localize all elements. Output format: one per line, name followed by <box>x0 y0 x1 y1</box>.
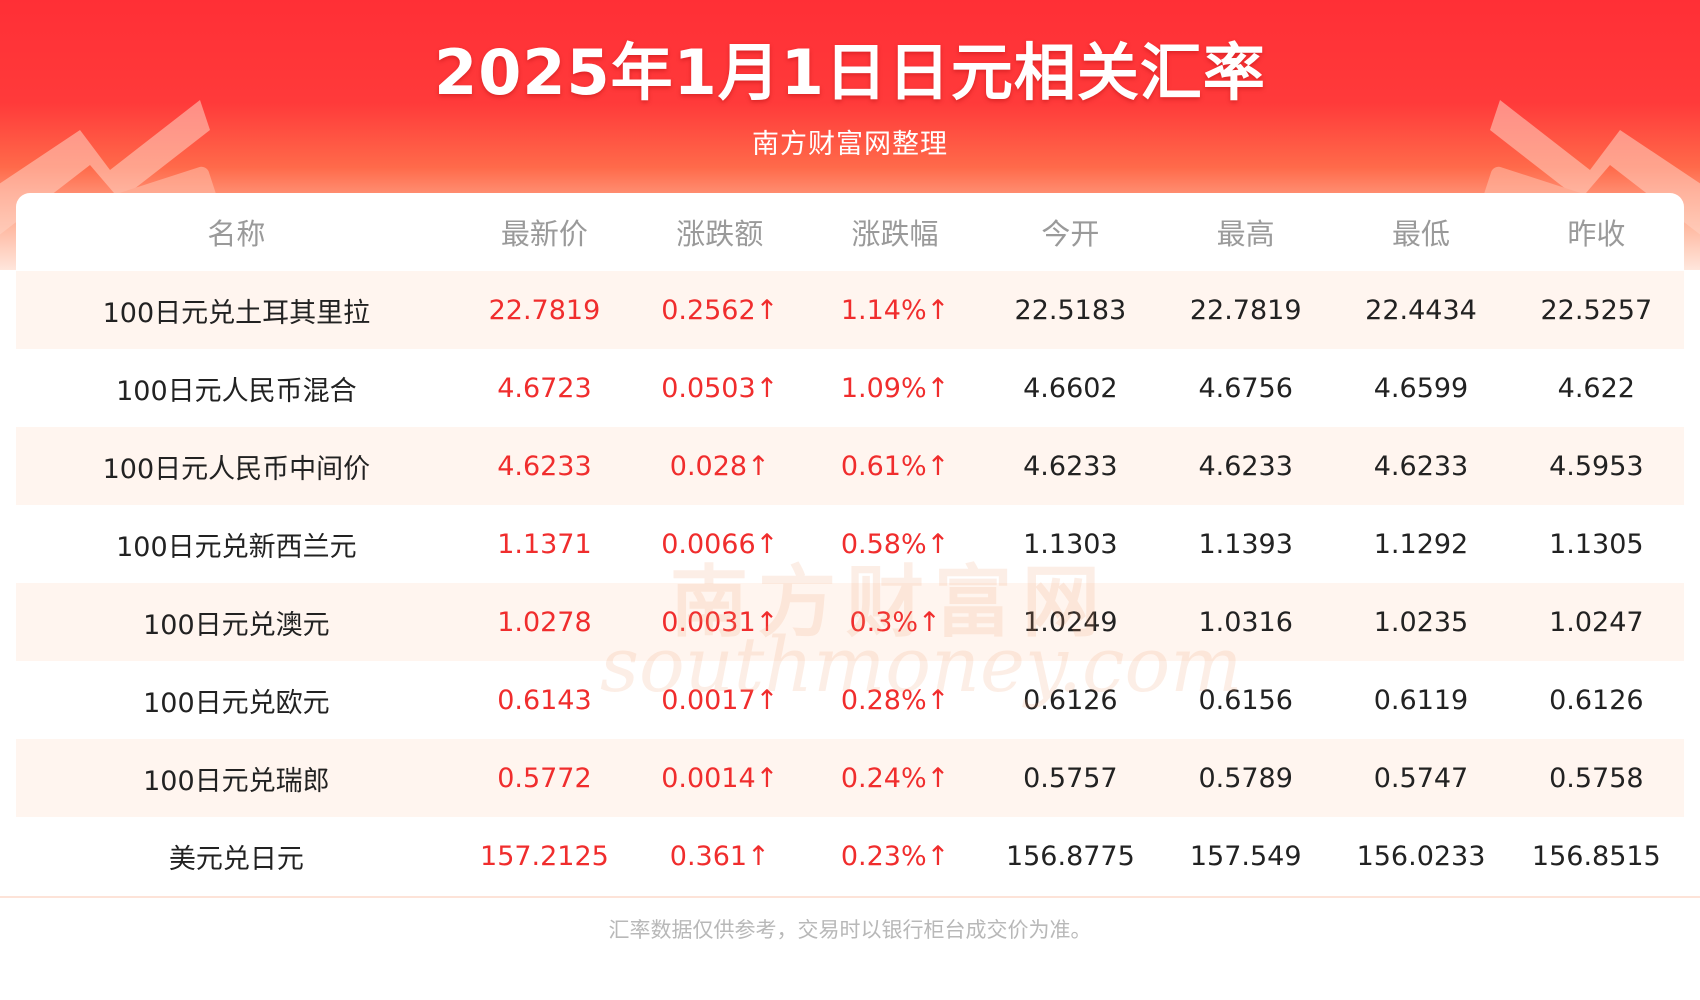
cell-change-percent: 1.09%↑ <box>807 349 983 427</box>
cell-change-amount: 0.0066↑ <box>632 505 808 583</box>
column-header-high: 最高 <box>1216 217 1275 251</box>
cell-high: 22.7819 <box>1158 271 1334 349</box>
cell-high: 1.1393 <box>1158 505 1334 583</box>
cell-name: 100日元兑欧元 <box>16 661 457 739</box>
cell-change-percent: 1.14%↑ <box>807 271 983 349</box>
cell-prev-close: 156.8515 <box>1508 817 1684 895</box>
column-header-latest-price: 最新价 <box>500 217 588 251</box>
cell-change-percent: 0.61%↑ <box>807 427 983 505</box>
cell-change-amount: 0.028↑ <box>632 427 808 505</box>
cell-low: 156.0233 <box>1333 817 1509 895</box>
column-header-name: 名称 <box>207 217 266 251</box>
column-header-prev-close: 昨收 <box>1567 217 1626 251</box>
cell-prev-close: 4.5953 <box>1508 427 1684 505</box>
table-header-row: 名称 最新价 涨跌额 涨跌幅 今开 最高 最低 昨收 <box>16 193 1684 271</box>
cell-change-percent: 0.24%↑ <box>807 739 983 817</box>
cell-high: 157.549 <box>1158 817 1334 895</box>
cell-change-amount: 0.2562↑ <box>632 271 808 349</box>
cell-open: 4.6602 <box>982 349 1159 427</box>
cell-prev-close: 0.5758 <box>1508 739 1684 817</box>
column-header-change-amount: 涨跌额 <box>676 217 764 251</box>
rates-table: 名称 最新价 涨跌额 涨跌幅 今开 最高 最低 昨收 100日元兑土耳其里拉 2… <box>16 193 1684 895</box>
cell-change-amount: 0.0031↑ <box>632 583 808 661</box>
column-header-open: 今开 <box>1041 217 1100 251</box>
cell-open: 4.6233 <box>982 427 1159 505</box>
cell-prev-close: 1.0247 <box>1508 583 1684 661</box>
cell-open: 0.5757 <box>982 739 1159 817</box>
cell-high: 0.5789 <box>1158 739 1334 817</box>
cell-name: 100日元兑新西兰元 <box>16 505 457 583</box>
cell-latest-price: 0.6143 <box>456 661 633 739</box>
cell-high: 4.6233 <box>1158 427 1334 505</box>
cell-change-amount: 0.361↑ <box>632 817 808 895</box>
cell-latest-price: 22.7819 <box>456 271 633 349</box>
page-title: 2025年1月1日日元相关汇率 <box>434 36 1266 109</box>
cell-change-percent: 0.28%↑ <box>807 661 983 739</box>
footer-divider <box>0 896 1700 898</box>
cell-low: 1.0235 <box>1333 583 1509 661</box>
column-header-change-percent: 涨跌幅 <box>851 217 939 251</box>
footer-disclaimer: 汇率数据仅供参考，交易时以银行柜台成交价为准。 <box>608 918 1092 942</box>
cell-name: 100日元人民币混合 <box>16 349 457 427</box>
cell-low: 0.5747 <box>1333 739 1509 817</box>
cell-low: 0.6119 <box>1333 661 1509 739</box>
cell-latest-price: 157.2125 <box>456 817 633 895</box>
cell-low: 4.6233 <box>1333 427 1509 505</box>
page-subtitle: 南方财富网整理 <box>752 129 948 160</box>
table-row: 100日元兑土耳其里拉 22.7819 0.2562↑ 1.14%↑ 22.51… <box>16 271 1684 349</box>
cell-low: 22.4434 <box>1333 271 1509 349</box>
cell-change-percent: 0.3%↑ <box>807 583 983 661</box>
cell-latest-price: 0.5772 <box>456 739 633 817</box>
cell-open: 156.8775 <box>982 817 1159 895</box>
table-row: 100日元人民币混合 4.6723 0.0503↑ 1.09%↑ 4.6602 … <box>16 349 1684 427</box>
cell-prev-close: 4.622 <box>1508 349 1684 427</box>
cell-latest-price: 4.6723 <box>456 349 633 427</box>
column-header-low: 最低 <box>1391 217 1450 251</box>
cell-low: 4.6599 <box>1333 349 1509 427</box>
cell-name: 100日元兑瑞郎 <box>16 739 457 817</box>
cell-open: 1.0249 <box>982 583 1159 661</box>
table-row: 美元兑日元 157.2125 0.361↑ 0.23%↑ 156.8775 15… <box>16 817 1684 895</box>
cell-latest-price: 1.0278 <box>456 583 633 661</box>
cell-change-percent: 0.58%↑ <box>807 505 983 583</box>
cell-high: 0.6156 <box>1158 661 1334 739</box>
table-row: 100日元兑欧元 0.6143 0.0017↑ 0.28%↑ 0.6126 0.… <box>16 661 1684 739</box>
cell-open: 22.5183 <box>982 271 1159 349</box>
cell-name: 100日元兑澳元 <box>16 583 457 661</box>
table-row: 100日元兑瑞郎 0.5772 0.0014↑ 0.24%↑ 0.5757 0.… <box>16 739 1684 817</box>
cell-name: 100日元人民币中间价 <box>16 427 457 505</box>
cell-name: 美元兑日元 <box>16 817 457 895</box>
cell-change-amount: 0.0017↑ <box>632 661 808 739</box>
table-row: 100日元兑新西兰元 1.1371 0.0066↑ 0.58%↑ 1.1303 … <box>16 505 1684 583</box>
table-row: 100日元兑澳元 1.0278 0.0031↑ 0.3%↑ 1.0249 1.0… <box>16 583 1684 661</box>
rates-table-card: 名称 最新价 涨跌额 涨跌幅 今开 最高 最低 昨收 100日元兑土耳其里拉 2… <box>16 193 1684 898</box>
cell-prev-close: 22.5257 <box>1508 271 1684 349</box>
cell-high: 1.0316 <box>1158 583 1334 661</box>
cell-name: 100日元兑土耳其里拉 <box>16 271 457 349</box>
cell-change-amount: 0.0014↑ <box>632 739 808 817</box>
cell-change-amount: 0.0503↑ <box>632 349 808 427</box>
cell-latest-price: 4.6233 <box>456 427 633 505</box>
cell-low: 1.1292 <box>1333 505 1509 583</box>
cell-high: 4.6756 <box>1158 349 1334 427</box>
cell-latest-price: 1.1371 <box>456 505 633 583</box>
cell-prev-close: 1.1305 <box>1508 505 1684 583</box>
cell-open: 0.6126 <box>982 661 1159 739</box>
cell-open: 1.1303 <box>982 505 1159 583</box>
table-row: 100日元人民币中间价 4.6233 0.028↑ 0.61%↑ 4.6233 … <box>16 427 1684 505</box>
cell-prev-close: 0.6126 <box>1508 661 1684 739</box>
cell-change-percent: 0.23%↑ <box>807 817 983 895</box>
